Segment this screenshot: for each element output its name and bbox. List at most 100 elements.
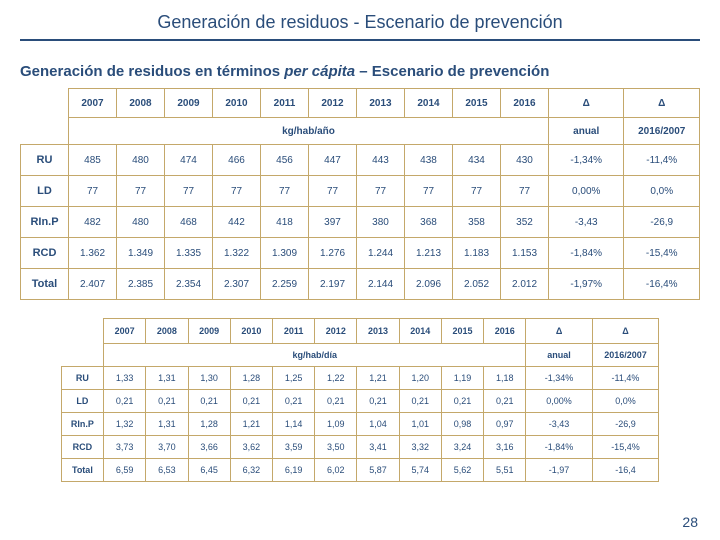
table-row: Total 2.407 2.385 2.354 2.307 2.259 2.19…	[21, 269, 700, 300]
cell: 0,00%	[526, 390, 592, 413]
col-header: 2011	[261, 89, 309, 118]
cell: 1,04	[357, 413, 399, 436]
cell: -15,4%	[624, 238, 700, 269]
page-title: Generación de residuos - Escenario de pr…	[20, 12, 700, 41]
cell: 1,31	[146, 367, 188, 390]
cell: 1.335	[165, 238, 213, 269]
cell: 3,24	[441, 436, 483, 459]
unit-row: kg/hab/día anual 2016/2007	[61, 344, 658, 367]
table-row: RU 485 480 474 466 456 447 443 438 434 4…	[21, 145, 700, 176]
cell: 1,14	[272, 413, 314, 436]
cell: -15,4%	[592, 436, 658, 459]
cell: 2.307	[213, 269, 261, 300]
cell: 2.407	[69, 269, 117, 300]
table-year: 2007 2008 2009 2010 2011 2012 2013 2014 …	[20, 88, 700, 300]
subtitle-italic: per cápita	[284, 63, 355, 80]
cell: 6,02	[315, 459, 357, 482]
cell: 77	[117, 176, 165, 207]
cell: 1,01	[399, 413, 441, 436]
cell: 2.259	[261, 269, 309, 300]
col-header: 2016	[501, 89, 549, 118]
cell: 77	[309, 176, 357, 207]
cell: 1.153	[501, 238, 549, 269]
cell: 77	[357, 176, 405, 207]
cell: 77	[501, 176, 549, 207]
subtitle-post: – Escenario de prevención	[355, 63, 549, 80]
row-label: RCD	[61, 436, 103, 459]
delta-label: anual	[526, 344, 592, 367]
cell: 438	[405, 145, 453, 176]
col-header: Δ	[549, 89, 624, 118]
cell: 368	[405, 207, 453, 238]
cell: 1,28	[188, 413, 230, 436]
table-row: RU 1,33 1,31 1,30 1,28 1,25 1,22 1,21 1,…	[61, 367, 658, 390]
cell: 77	[69, 176, 117, 207]
cell: 1,19	[441, 367, 483, 390]
cell: -16,4	[592, 459, 658, 482]
header-row: 2007 2008 2009 2010 2011 2012 2013 2014 …	[61, 319, 658, 344]
cell: 77	[165, 176, 213, 207]
cell: 2.385	[117, 269, 165, 300]
cell: 1,25	[272, 367, 314, 390]
col-header: 2012	[309, 89, 357, 118]
col-header: Δ	[526, 319, 592, 344]
cell: 466	[213, 145, 261, 176]
cell: 1,20	[399, 367, 441, 390]
table-row: RIn.P 1,32 1,31 1,28 1,21 1,14 1,09 1,04…	[61, 413, 658, 436]
col-header: Δ	[624, 89, 700, 118]
table-row: Total 6,59 6,53 6,45 6,32 6,19 6,02 5,87…	[61, 459, 658, 482]
cell: 0,21	[315, 390, 357, 413]
slide: Generación de residuos - Escenario de pr…	[0, 0, 720, 540]
col-header: 2010	[213, 89, 261, 118]
cell: 418	[261, 207, 309, 238]
row-label: Total	[21, 269, 69, 300]
delta-label: 2016/2007	[624, 118, 700, 145]
row-label: LD	[61, 390, 103, 413]
cell: 2.197	[309, 269, 357, 300]
table-day: 2007 2008 2009 2010 2011 2012 2013 2014 …	[61, 318, 659, 482]
row-label: RU	[21, 145, 69, 176]
cell: 468	[165, 207, 213, 238]
cell: 5,62	[441, 459, 483, 482]
row-label: RIn.P	[21, 207, 69, 238]
cell: 1.244	[357, 238, 405, 269]
cell: 3,32	[399, 436, 441, 459]
cell: -1,84%	[549, 238, 624, 269]
cell: 2.052	[453, 269, 501, 300]
cell: -11,4%	[592, 367, 658, 390]
cell: 77	[261, 176, 309, 207]
cell: 0,21	[357, 390, 399, 413]
col-header: 2016	[484, 319, 526, 344]
col-header: 2007	[104, 319, 146, 344]
cell: 482	[69, 207, 117, 238]
cell: -3,43	[526, 413, 592, 436]
col-header: 2014	[399, 319, 441, 344]
cell: 1.213	[405, 238, 453, 269]
cell: 3,41	[357, 436, 399, 459]
col-header: 2008	[117, 89, 165, 118]
row-label: LD	[21, 176, 69, 207]
cell: 1.322	[213, 238, 261, 269]
cell: 2.354	[165, 269, 213, 300]
col-header: 2009	[165, 89, 213, 118]
cell: 0,21	[146, 390, 188, 413]
cell: 1.362	[69, 238, 117, 269]
table-row: LD 0,21 0,21 0,21 0,21 0,21 0,21 0,21 0,…	[61, 390, 658, 413]
cell: 3,66	[188, 436, 230, 459]
cell: 6,19	[272, 459, 314, 482]
cell: 3,50	[315, 436, 357, 459]
unit-row: kg/hab/año anual 2016/2007	[21, 118, 700, 145]
cell: 3,59	[272, 436, 314, 459]
table-row: RIn.P 482 480 468 442 418 397 380 368 35…	[21, 207, 700, 238]
cell: 0,21	[104, 390, 146, 413]
cell: 0,98	[441, 413, 483, 436]
cell: 0,21	[188, 390, 230, 413]
cell: 2.144	[357, 269, 405, 300]
table-row: RCD 3,73 3,70 3,66 3,62 3,59 3,50 3,41 3…	[61, 436, 658, 459]
cell: 0,0%	[592, 390, 658, 413]
col-header: 2008	[146, 319, 188, 344]
cell: 1,21	[357, 367, 399, 390]
header-row: 2007 2008 2009 2010 2011 2012 2013 2014 …	[21, 89, 700, 118]
page-number: 28	[682, 514, 698, 530]
delta-label: 2016/2007	[592, 344, 658, 367]
